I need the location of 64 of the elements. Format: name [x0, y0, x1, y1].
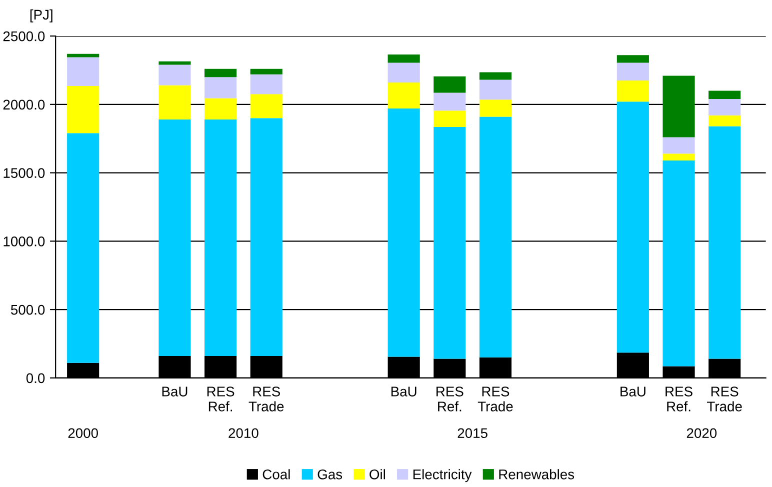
- legend-label: Oil: [370, 469, 385, 480]
- bar: [250, 74, 282, 94]
- x-tick-label: RES Ref.: [666, 386, 692, 412]
- bar: [67, 86, 100, 134]
- bar: [662, 160, 695, 366]
- bar: [250, 68, 282, 74]
- legend-label: Electricity: [413, 469, 472, 482]
- legend-label: Renewables: [499, 469, 574, 480]
- bar: [388, 54, 420, 63]
- y-tick-label: 0.0: [26, 373, 45, 384]
- bar: [158, 85, 191, 120]
- x-tick-label: RES Trade: [707, 386, 742, 412]
- bar: [434, 92, 466, 111]
- x-tick-label: RES Ref.: [436, 386, 464, 412]
- bar: [434, 110, 466, 127]
- bar: [708, 126, 741, 359]
- y-tick-label: 2000.0: [3, 100, 45, 110]
- bar: [204, 68, 237, 78]
- legend-label: Gas: [318, 469, 342, 480]
- bar: [388, 82, 420, 109]
- bar: [479, 72, 512, 80]
- y-axis-title: [PJ]: [30, 9, 52, 22]
- bar: [434, 76, 466, 93]
- bar: [662, 154, 695, 160]
- x-tick-label: BaU: [162, 386, 188, 396]
- bar: [388, 108, 420, 357]
- bar: [616, 55, 649, 63]
- bar: [479, 80, 512, 100]
- bar: [158, 64, 191, 86]
- x-tick-label: RES Trade: [478, 386, 513, 412]
- bar: [616, 102, 649, 353]
- text: 2020: [686, 428, 717, 438]
- bar: [616, 80, 649, 102]
- y-tick-label: 1500.0: [4, 168, 45, 178]
- bar: [616, 62, 649, 80]
- x-tick-label: RES Trade: [248, 386, 284, 412]
- legend-label: Coal: [262, 469, 290, 480]
- bar: [662, 137, 695, 154]
- bar: [67, 57, 100, 86]
- text: 2000: [68, 428, 98, 438]
- x-tick-label: BaU: [620, 386, 646, 396]
- bar: [204, 98, 237, 120]
- bar: [250, 94, 282, 118]
- bar: [479, 100, 512, 117]
- bar: [158, 119, 191, 356]
- bar: [67, 133, 100, 363]
- bar: [204, 119, 237, 356]
- x-tick-label: RES Ref.: [207, 386, 234, 412]
- bar: [479, 116, 512, 358]
- bar: [250, 118, 282, 356]
- y-tick-label: 1000.0: [4, 236, 45, 246]
- bar: [434, 126, 466, 359]
- bar: [708, 115, 741, 126]
- y-tick-label: 2500.0: [3, 31, 45, 42]
- text: 2010: [228, 428, 258, 438]
- bar: [662, 76, 695, 138]
- y-tick-label: 500.0: [10, 304, 45, 315]
- bar: [388, 62, 420, 83]
- bar: [708, 90, 741, 99]
- bar: [204, 77, 237, 98]
- x-tick-label: BaU: [391, 386, 416, 396]
- text: 2015: [458, 428, 488, 438]
- bar: [158, 61, 191, 65]
- bar: [708, 98, 741, 116]
